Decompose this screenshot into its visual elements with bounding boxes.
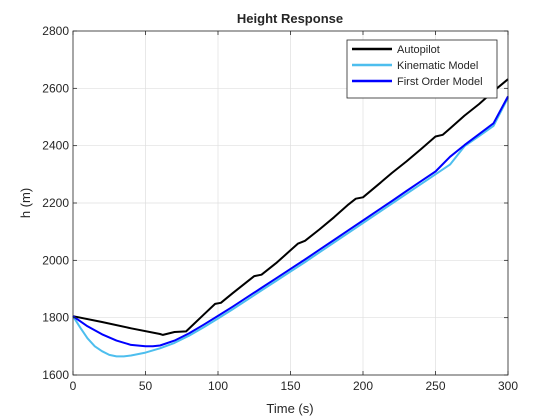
y-tick-label: 1800 <box>42 311 69 325</box>
y-tick-label: 2400 <box>42 139 69 153</box>
legend-label-autopilot: Autopilot <box>397 44 440 56</box>
y-tick-label: 2000 <box>42 253 69 267</box>
x-tick-label: 200 <box>353 379 373 393</box>
x-tick-label: 150 <box>280 379 300 393</box>
x-axis-label: Time (s) <box>266 401 313 416</box>
y-tick-label: 2600 <box>42 81 69 95</box>
y-tick-label: 1600 <box>42 368 69 382</box>
legend: Autopilot Kinematic Model First Order Mode… <box>347 40 497 98</box>
chart-title: Height Response <box>237 11 343 26</box>
x-tick-label: 250 <box>425 379 445 393</box>
y-tick-label: 2200 <box>42 196 69 210</box>
x-tick-label: 50 <box>139 379 153 393</box>
x-tick-label: 300 <box>498 379 518 393</box>
y-axis-label: h (m) <box>18 188 33 218</box>
x-tick-label: 0 <box>70 379 77 393</box>
x-tick-label: 100 <box>208 379 228 393</box>
y-tick-label: 2800 <box>42 24 69 38</box>
legend-label-kinematic-model: Kinematic Model <box>397 60 478 72</box>
legend-label-first-order-model: First Order Model <box>397 76 483 88</box>
